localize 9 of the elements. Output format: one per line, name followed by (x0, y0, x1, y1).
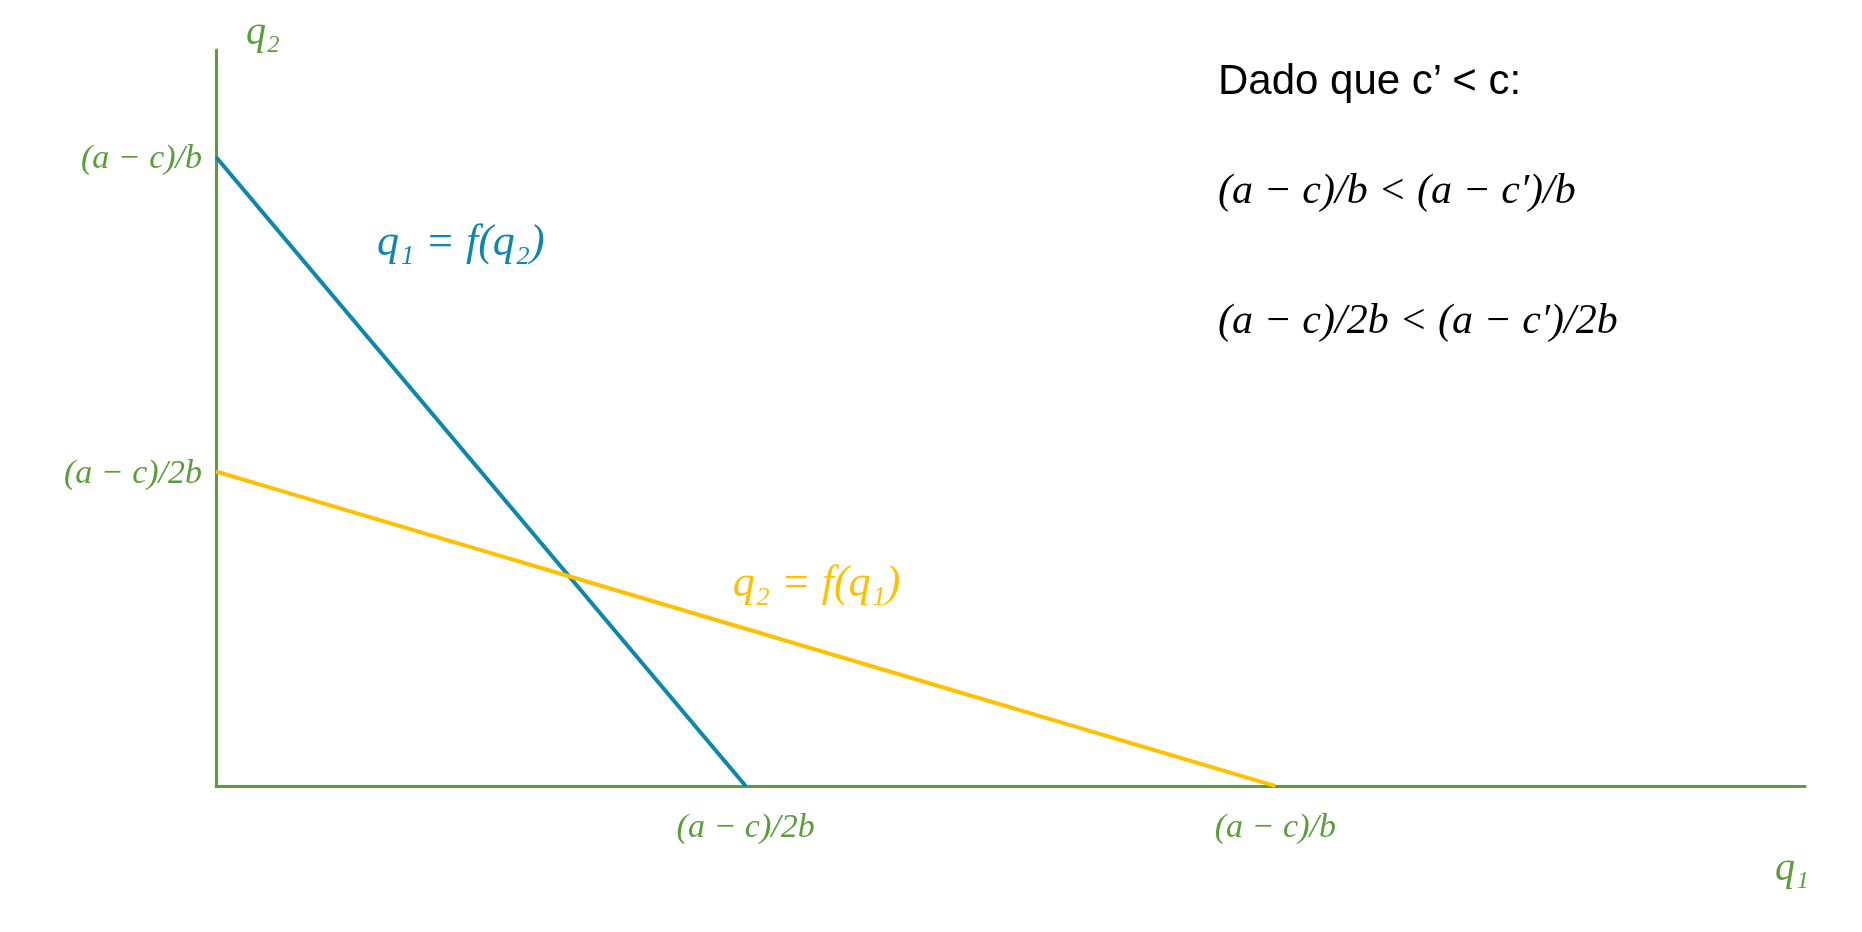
series-label: q₁ = f(q₂) (376, 216, 545, 266)
x-axis-title: q₁ (1775, 843, 1809, 889)
y-axis-title: q₂ (246, 7, 280, 53)
text: (a − c)/b (80, 138, 202, 177)
annotation: (a − c)/2b < (a − c′)/2b (1218, 296, 1618, 343)
text: Dado que c’ < c: (1218, 55, 1522, 103)
series-label: q₂ = f(q₁) (732, 556, 901, 606)
annotation: (a − c)/b < (a − c′)/b (1218, 166, 1576, 213)
text: (a − c)/2b (63, 452, 202, 491)
